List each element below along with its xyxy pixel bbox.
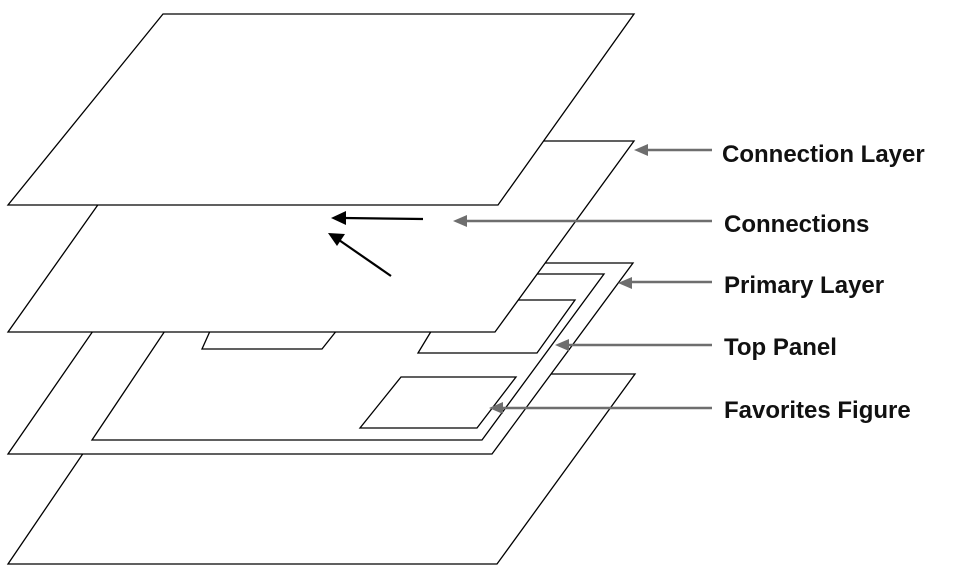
top-layer-plate <box>6 13 636 206</box>
callout-arrowhead-top-panel <box>555 339 569 351</box>
label-connection-layer: Connection Layer <box>722 141 925 168</box>
label-connections: Connections <box>724 211 869 238</box>
callout-arrowhead-connections <box>453 215 467 227</box>
connection-arrowhead-diagonal <box>328 233 345 246</box>
callout-arrowhead-favorites-figure <box>489 402 503 414</box>
favorites-figure-rect <box>358 376 518 429</box>
label-primary-layer: Primary Layer <box>724 272 884 299</box>
callout-arrowhead-connection-layer <box>634 144 648 156</box>
connection-arrowhead-horizontal <box>331 211 346 225</box>
connection-arrow-diagonal <box>338 239 392 277</box>
callout-arrowhead-primary-layer <box>618 277 632 289</box>
label-favorites-figure: Favorites Figure <box>724 397 911 424</box>
label-top-panel: Top Panel <box>724 334 837 361</box>
connection-arrow-horizontal <box>343 216 424 221</box>
